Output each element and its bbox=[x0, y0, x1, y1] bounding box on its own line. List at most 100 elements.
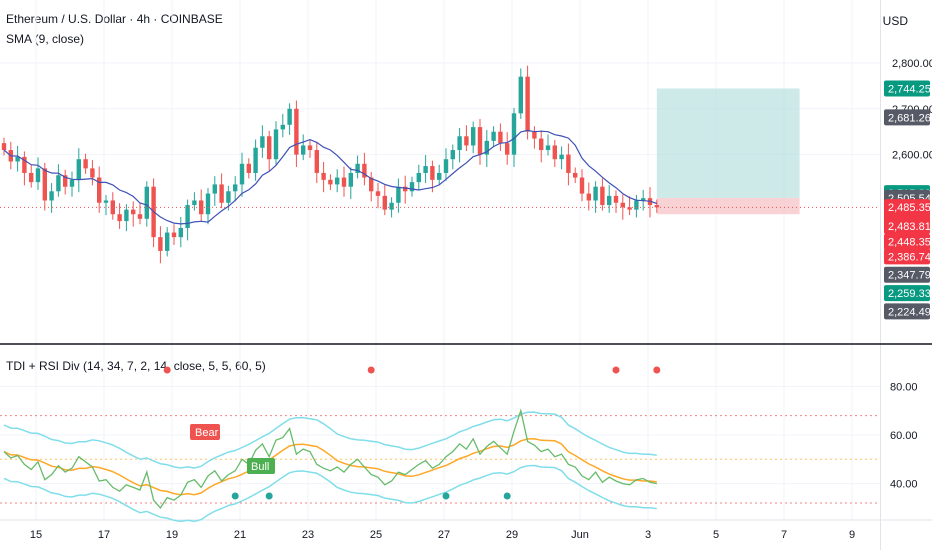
candle-body bbox=[307, 145, 313, 151]
candle-body bbox=[362, 163, 367, 178]
candle-body bbox=[471, 127, 476, 146]
symbol-title[interactable]: Ethereum / U.S. Dollar · 4h · COINBASE bbox=[6, 12, 223, 26]
price-axis-divider bbox=[880, 0, 881, 550]
stop-zone bbox=[656, 197, 800, 215]
time-tick-label: 29 bbox=[506, 529, 518, 541]
candle-body bbox=[559, 154, 564, 160]
time-tick-label: 3 bbox=[645, 529, 651, 541]
time-tick-label: 17 bbox=[98, 529, 110, 541]
price-axis-badge bbox=[884, 303, 930, 320]
candle-body bbox=[613, 195, 619, 203]
price-axis-badge-text: 2,681.26 bbox=[888, 112, 931, 124]
currency-label[interactable]: USD bbox=[882, 14, 908, 28]
candle-body bbox=[63, 175, 68, 187]
candle-body bbox=[267, 136, 272, 160]
candle-body bbox=[260, 136, 265, 148]
candle-body bbox=[348, 172, 353, 187]
candle-body bbox=[158, 237, 163, 251]
candle-body bbox=[69, 179, 75, 187]
bull-signal-marker bbox=[503, 492, 511, 500]
indicator-label[interactable]: TDI + RSI Div (14, 34, 7, 2, 14, close, … bbox=[6, 359, 266, 373]
candle-body bbox=[396, 186, 401, 203]
time-tick-label: 7 bbox=[781, 529, 787, 541]
candle-body bbox=[185, 205, 190, 228]
price-axis-badge bbox=[884, 109, 930, 126]
bull-label-text: Bull bbox=[251, 461, 269, 473]
time-tick-label: 23 bbox=[302, 529, 314, 541]
candle-body bbox=[137, 214, 143, 219]
candle-body bbox=[335, 177, 340, 185]
price-axis-badge-text: 2,744.25 bbox=[888, 83, 931, 95]
lower-band-line bbox=[3, 464, 657, 523]
candle-body bbox=[600, 186, 605, 206]
candle-body bbox=[233, 184, 238, 192]
candle-body bbox=[389, 202, 394, 210]
candle-body bbox=[539, 138, 544, 151]
candle-body bbox=[593, 186, 598, 201]
candle-body bbox=[124, 209, 129, 222]
candle-body bbox=[375, 191, 381, 196]
candle-body bbox=[205, 193, 211, 215]
bear-signal-marker bbox=[163, 366, 171, 374]
time-tick-label: 21 bbox=[234, 529, 246, 541]
candle-body bbox=[117, 214, 122, 222]
candle-body bbox=[464, 136, 469, 146]
candle-body bbox=[484, 140, 489, 155]
candle-body bbox=[341, 177, 347, 187]
candle-body bbox=[525, 76, 530, 132]
candle-body bbox=[165, 232, 170, 251]
price-axis-badge-text: 2,483.81 bbox=[888, 221, 931, 233]
signal-line bbox=[3, 438, 657, 496]
candle-body bbox=[403, 186, 408, 192]
candle-body bbox=[301, 145, 306, 155]
candle-body bbox=[280, 124, 285, 130]
candle-body bbox=[246, 163, 251, 173]
candle-body bbox=[423, 166, 428, 173]
candle-body bbox=[607, 195, 612, 206]
candle-body bbox=[498, 131, 503, 144]
candle-body bbox=[212, 184, 217, 194]
candle-body bbox=[443, 159, 449, 173]
target-zone bbox=[656, 88, 800, 198]
candle-body bbox=[35, 168, 41, 183]
price-axis-badge bbox=[884, 218, 930, 235]
candle-body bbox=[294, 108, 299, 155]
price-tick-label: 2,600.00 bbox=[892, 150, 932, 162]
candle-body bbox=[42, 168, 47, 201]
candle-body bbox=[287, 108, 292, 125]
candle-body bbox=[409, 182, 415, 192]
time-tick-label: Jun bbox=[571, 529, 589, 541]
candle-body bbox=[253, 147, 258, 173]
candle-body bbox=[314, 150, 319, 173]
candle-body bbox=[321, 172, 326, 180]
candle-body bbox=[103, 200, 109, 203]
candle-body bbox=[239, 163, 245, 185]
candle-body bbox=[22, 156, 27, 173]
candle-body bbox=[219, 184, 224, 203]
candle-body bbox=[579, 177, 585, 194]
price-axis-badge-text: 2,224.49 bbox=[888, 306, 931, 318]
bear-signal-marker bbox=[612, 366, 620, 374]
price-axis-badge-text: 2,259.33 bbox=[888, 288, 931, 300]
candle-body bbox=[199, 200, 204, 215]
candle-body bbox=[545, 145, 551, 151]
time-tick-label: 5 bbox=[713, 529, 719, 541]
candle-body bbox=[641, 198, 646, 201]
candle-body bbox=[144, 186, 149, 219]
bull-signal-marker bbox=[442, 492, 450, 500]
candle-body bbox=[328, 179, 333, 185]
candle-body bbox=[505, 143, 510, 155]
sma-indicator-label[interactable]: SMA (9, close) bbox=[6, 32, 85, 46]
candle-body bbox=[273, 129, 279, 160]
candle-body bbox=[573, 172, 578, 178]
bear-signal-marker bbox=[653, 366, 661, 374]
bull-signal-marker bbox=[265, 492, 273, 500]
candle-body bbox=[450, 150, 455, 160]
candle-body bbox=[15, 156, 20, 162]
bear-label-box bbox=[190, 424, 220, 440]
candle-body bbox=[1, 143, 7, 151]
candle-body bbox=[226, 191, 231, 203]
candle-body bbox=[131, 209, 136, 215]
